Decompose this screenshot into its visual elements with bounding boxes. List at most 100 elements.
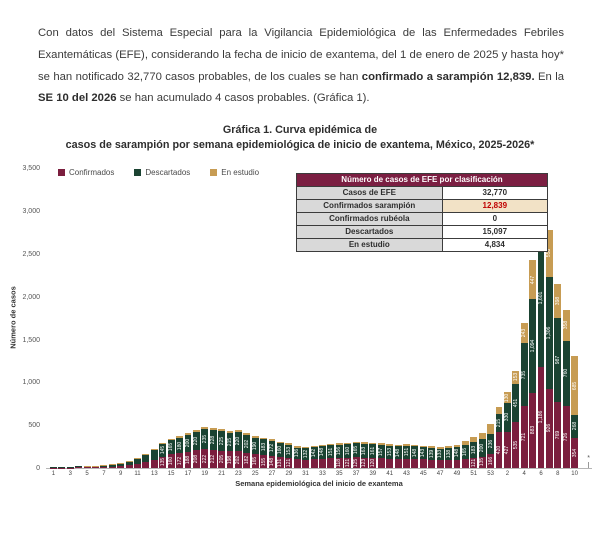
bar-2025-S30: 136 [294, 446, 301, 468]
intro-text-3: se han acumulado 4 casos probables. (Grá… [117, 92, 370, 104]
bar-segment-descartados: 215 [227, 433, 234, 451]
bar-segment-confirmados: 198 [227, 451, 234, 468]
bar-value-label: 148 [396, 448, 401, 457]
bar-segment-descartados: 172 [269, 441, 276, 456]
bar-value-label: 136 [295, 449, 300, 458]
bar-segment-confirmados: 172 [176, 453, 183, 468]
x-tick-label [327, 471, 334, 477]
bar-segment-descartados: 1,094 [529, 299, 536, 393]
bar-value-label: 215 [227, 438, 232, 447]
bar-value-label: 208 [194, 455, 199, 464]
bar-segment-descartados: 202 [243, 435, 250, 452]
bar-segment-en-estudio [193, 430, 200, 432]
bar-segment-confirmados: 354 [571, 438, 578, 468]
bar-value-label: 183 [261, 443, 266, 452]
summary-row-label: En estudio [297, 239, 443, 252]
bar-value-label: 182 [244, 456, 249, 465]
bar-segment-descartados: 153 [285, 445, 292, 458]
bar-segment-en-estudio: 398 [554, 284, 561, 318]
y-tick-label: 2,000 [2, 294, 40, 301]
bar-segment-confirmados: 883 [529, 393, 536, 469]
x-tick-label [58, 471, 65, 477]
bar-segment-descartados: 139 [428, 448, 435, 460]
bar-segment-en-estudio [134, 458, 141, 459]
bar-segment-en-estudio [260, 438, 267, 440]
bar-segment-en-estudio [479, 433, 486, 439]
bar-2025-S2 [58, 467, 65, 468]
bar-value-label: 354 [572, 449, 577, 458]
x-tick-label: 25 [252, 471, 259, 477]
bar-value-label: 160 [278, 446, 283, 455]
legend-label: En estudio [221, 168, 259, 177]
bar-segment-descartados: 225 [218, 431, 225, 450]
chart-title: Gráfica 1. Curva epidémica de casos de s… [0, 123, 600, 152]
bar-value-label: 200 [185, 439, 190, 448]
bar-segment-confirmados: 726 [563, 406, 570, 468]
summary-row-value: 4,834 [442, 239, 547, 252]
bar-segment-confirmados [428, 460, 435, 468]
y-tick-label: 3,500 [2, 165, 40, 172]
x-tick-label: 41 [386, 471, 393, 477]
bar-2025-S50: 165 [462, 441, 469, 468]
bar-segment-descartados: 228 [210, 430, 217, 450]
x-tick-label [193, 471, 200, 477]
bar-segment-confirmados: 155 [260, 455, 267, 468]
bar-segment-descartados [109, 465, 116, 467]
x-tick-label [176, 471, 183, 477]
bar-value-label: 121 [286, 459, 291, 468]
x-tick-label: 8 [554, 471, 561, 477]
x-tick-label: 43 [403, 471, 410, 477]
bar-value-label: 172 [269, 444, 274, 453]
bar-segment-descartados: 143 [420, 447, 427, 459]
intro-paragraph: Con datos del Sistema Especial para la V… [0, 11, 600, 110]
bar-segment-descartados: 735 [521, 343, 528, 406]
bar-segment-en-estudio [294, 446, 301, 447]
bar-segment-descartados [67, 467, 74, 468]
bar-segment-confirmados: 721 [521, 406, 528, 468]
x-tick-label: 29 [285, 471, 292, 477]
bar-value-label: 420 [496, 446, 501, 455]
bar-segment-en-estudio [336, 443, 343, 444]
bar-value-label: 135 [160, 458, 165, 467]
bar-value-label: 160 [345, 447, 350, 456]
bar-value-label: 160 [169, 457, 174, 466]
x-tick-label [109, 471, 116, 477]
bar-segment-en-estudio [201, 427, 208, 429]
bar-segment-en-estudio: 447 [529, 260, 536, 298]
bar-segment-descartados: 760 [563, 341, 570, 406]
x-tick-label: 3 [67, 471, 74, 477]
summary-row-label: Casos de EFE [297, 187, 443, 200]
bar-2025-S7 [100, 465, 107, 468]
bar-segment-descartados [134, 459, 141, 464]
bar-segment-confirmados: 202 [235, 451, 242, 468]
bar-segment-en-estudio [411, 445, 418, 447]
bar-segment-en-estudio [454, 445, 461, 447]
bar-2025-S5 [84, 466, 91, 468]
bar-value-label: 726 [564, 433, 569, 442]
bar-value-label: 130 [505, 393, 510, 402]
x-tick-label: 31 [302, 471, 309, 477]
x-tick-label [75, 471, 82, 477]
bar-segment-en-estudio [227, 431, 234, 433]
summary-row-value: 15,097 [442, 226, 547, 239]
bar-segment-en-estudio: 130 [504, 392, 511, 403]
bar-value-label: 398 [555, 296, 560, 305]
bar-segment-en-estudio [151, 449, 158, 450]
intro-bold-week: SE 10 del 2026 [38, 92, 117, 104]
bar-value-label: 163 [362, 446, 367, 455]
bar-segment-confirmados [454, 460, 461, 469]
x-tick-label [260, 471, 267, 477]
intro-bold-confirmed: confirmado a sarampión 12,839. [362, 71, 535, 83]
bar-value-label: 1,601 [538, 292, 543, 305]
bar-segment-en-estudio [470, 437, 477, 442]
